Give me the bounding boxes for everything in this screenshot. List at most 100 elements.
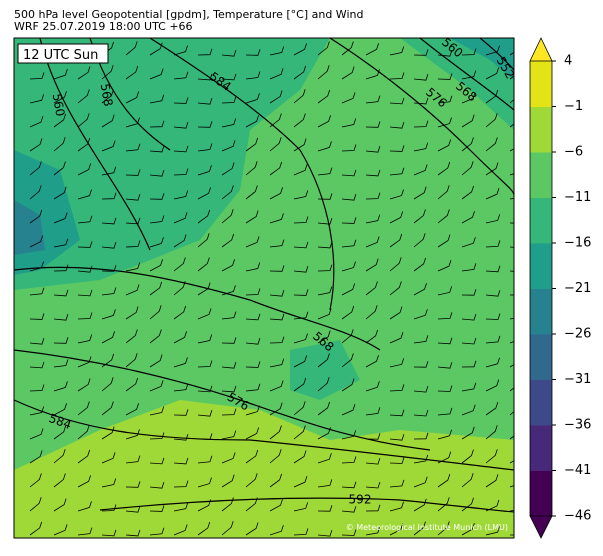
barb — [341, 144, 357, 152]
barb — [317, 353, 330, 368]
barb — [29, 473, 42, 488]
barb — [197, 233, 210, 248]
barb — [485, 45, 500, 56]
barb — [293, 138, 307, 152]
barb — [365, 258, 379, 272]
barb — [125, 455, 141, 464]
barb — [365, 121, 381, 128]
barb — [101, 529, 117, 537]
barb — [365, 526, 381, 536]
barb — [173, 457, 189, 465]
barb — [221, 233, 235, 248]
barb — [125, 240, 141, 248]
barb — [197, 282, 211, 296]
barb — [101, 287, 117, 296]
tick-label: −1 — [564, 99, 583, 114]
barb — [101, 401, 114, 416]
barb — [101, 242, 117, 249]
barb — [485, 379, 500, 392]
barb — [389, 523, 404, 536]
credit: © Meteorological Institute Munich (LMU) — [346, 523, 508, 532]
barb — [365, 457, 381, 465]
barb — [173, 212, 188, 224]
barb — [341, 41, 354, 56]
barb — [461, 237, 476, 248]
barb — [485, 89, 499, 104]
barb — [77, 527, 93, 536]
map-frame — [13, 37, 515, 539]
barb — [221, 96, 237, 104]
barb — [317, 264, 333, 272]
barb — [317, 401, 331, 416]
barb — [245, 383, 261, 392]
barb — [389, 479, 405, 488]
barb — [365, 381, 380, 392]
time-label: 12 UTC Sun — [23, 48, 98, 63]
barb — [293, 377, 307, 392]
barb — [317, 479, 333, 488]
barb — [53, 449, 66, 464]
barb — [437, 451, 452, 464]
barb — [77, 334, 93, 344]
barb — [197, 433, 213, 440]
barb — [509, 99, 514, 104]
barb — [149, 457, 165, 465]
barb — [293, 241, 309, 249]
barb — [149, 68, 164, 80]
barb — [149, 482, 165, 489]
barb — [101, 452, 116, 464]
barb — [437, 473, 451, 488]
barb — [389, 72, 405, 80]
barb — [509, 387, 514, 392]
barb — [437, 234, 451, 248]
barb — [221, 474, 235, 488]
barb — [29, 450, 43, 464]
barb — [413, 49, 429, 56]
barb — [269, 113, 282, 128]
barb — [341, 329, 354, 344]
barb — [197, 499, 212, 512]
barb — [149, 120, 165, 128]
barb — [461, 522, 475, 536]
barb — [293, 311, 309, 320]
barb — [341, 404, 356, 416]
barb — [365, 281, 378, 296]
barb — [485, 113, 498, 128]
barb — [485, 240, 501, 248]
barb — [101, 192, 117, 200]
barb — [221, 50, 237, 57]
barb — [293, 476, 308, 488]
barb — [245, 137, 259, 152]
barb — [245, 522, 259, 536]
barb — [293, 333, 308, 344]
barb — [29, 338, 45, 345]
tick-label: −21 — [564, 281, 591, 296]
barb — [245, 497, 258, 512]
barb — [197, 410, 213, 417]
barb — [77, 137, 91, 152]
barb — [77, 501, 92, 512]
barb — [245, 210, 259, 224]
barb — [173, 357, 188, 368]
barb — [341, 283, 356, 296]
wind-barbs — [29, 41, 514, 537]
barb — [317, 427, 331, 440]
color-band — [530, 334, 552, 380]
barb — [389, 332, 404, 344]
barb — [53, 473, 66, 488]
barb — [269, 68, 284, 80]
barb — [413, 233, 426, 248]
barb — [29, 138, 43, 152]
barb — [437, 286, 453, 296]
barb — [173, 409, 189, 416]
barb — [29, 521, 43, 536]
barb — [53, 238, 69, 248]
barb — [29, 72, 45, 80]
barb — [173, 234, 187, 248]
barb — [245, 71, 261, 80]
barb — [437, 385, 453, 392]
tick-label: −26 — [564, 327, 591, 342]
barb — [269, 402, 283, 416]
barb — [461, 211, 475, 224]
